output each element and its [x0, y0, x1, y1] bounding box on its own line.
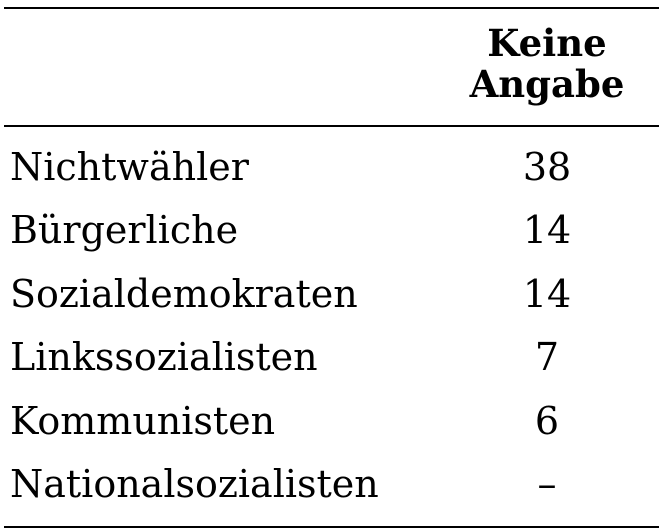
table-row: Sozialdemokraten 14 — [4, 265, 659, 328]
row-value: 6 — [534, 398, 560, 443]
column-header-line-2: Angabe — [469, 62, 625, 106]
table-row: Bürgerliche 14 — [4, 201, 659, 264]
top-rule — [4, 7, 659, 9]
row-value: 14 — [522, 271, 572, 316]
row-label: Linkssozialisten — [10, 335, 318, 380]
row-value: 38 — [522, 145, 572, 189]
table-row: Nationalsozialisten – — [4, 455, 659, 518]
data-table: Keine Angabe Nichtwähler 38 Bürgerliche … — [4, 7, 659, 528]
row-value: 14 — [522, 208, 572, 253]
row-label: Kommunisten — [10, 398, 276, 443]
table-row: Nichtwähler 38 — [4, 138, 659, 201]
table-row: Linkssozialisten 7 — [4, 328, 659, 391]
row-label: Nationalsozialisten — [10, 461, 379, 506]
row-label: Bürgerliche — [10, 208, 239, 253]
table-row: Kommunisten 6 — [4, 392, 659, 455]
column-header-keine-angabe: Keine Angabe — [457, 23, 637, 105]
header-rule — [4, 125, 659, 127]
column-header-line-1: Keine — [487, 21, 607, 65]
row-label: Sozialdemokraten — [10, 271, 358, 316]
row-value: 7 — [534, 335, 560, 380]
row-value: – — [537, 461, 557, 506]
table-body: Nichtwähler 38 Bürgerliche 14 Sozialdemo… — [4, 127, 659, 526]
header-row: Keine Angabe — [4, 9, 659, 125]
row-label: Nichtwähler — [10, 145, 249, 189]
